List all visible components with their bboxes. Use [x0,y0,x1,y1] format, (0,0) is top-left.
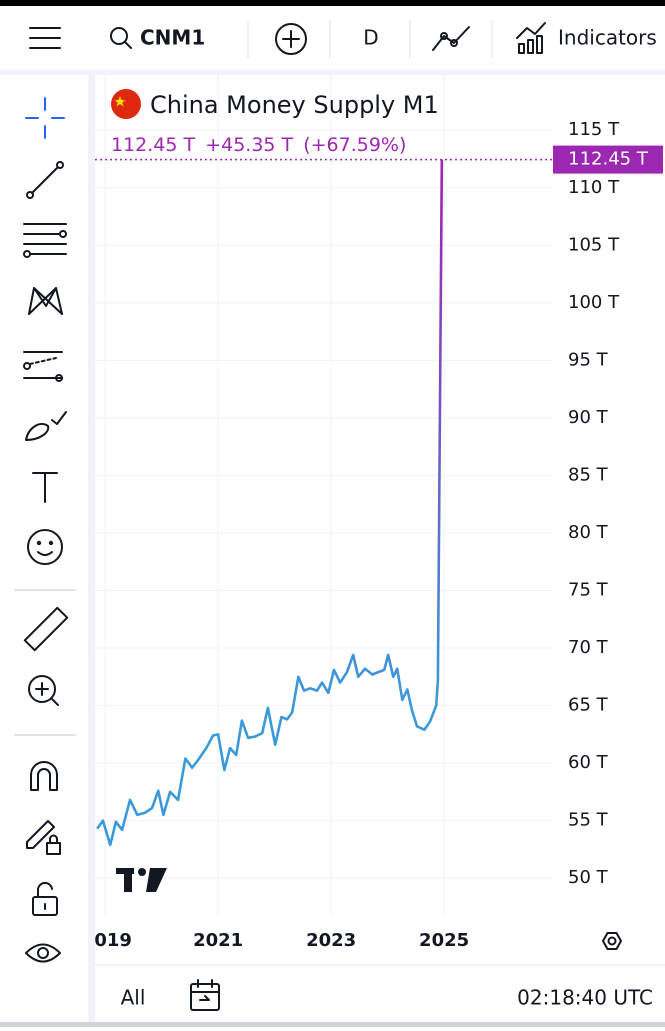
indicators-button[interactable]: Indicators [516,22,657,54]
y-tick-label: 90 T [568,407,609,428]
y-tick-label: 115 T [568,119,620,140]
prediction-tool[interactable] [23,351,63,382]
compare-button[interactable] [275,23,307,55]
last-value: 112.45 T [111,134,196,156]
flag-star [114,96,126,107]
series-line [96,159,444,847]
y-tick-label: 85 T [568,464,609,485]
fib-tool[interactable] [23,223,67,258]
x-tick-label: 2021 [193,930,243,951]
range-button[interactable]: All [121,986,146,1010]
y-tick-label: 55 T [568,810,609,831]
change: +45.35 T [205,134,293,156]
trend-line-tool[interactable] [26,161,64,199]
brush-tool[interactable] [25,411,67,441]
y-tick-label: 95 T [568,349,609,370]
y-tick-label: 60 T [568,752,609,773]
visibility-tool[interactable] [25,943,61,963]
lock-drawings-tool[interactable] [26,820,61,855]
y-tick-label: 65 T [568,695,609,716]
x-tick-label: 2025 [419,930,469,951]
chart-settings-button[interactable] [602,932,622,950]
price-tag-label: 112.45 T [568,149,649,170]
crosshair-tool[interactable] [25,97,65,139]
chart-type-button[interactable] [432,26,470,51]
grid [95,75,552,915]
chart-title: China Money Supply M1 [150,91,439,119]
x-tick-label: 2023 [306,930,356,951]
text-tool[interactable] [32,472,58,503]
pattern-tool[interactable] [28,287,63,315]
ruler-tool[interactable] [23,606,69,652]
legend-values: 112.45 T +45.35 T (+67.59%) [111,134,406,156]
change-percent: (+67.59%) [303,134,406,156]
bottom-edge [0,1022,665,1027]
status-strip [0,0,665,6]
go-to-date-button[interactable] [190,979,220,1011]
clock: 02:18:40 UTC [517,986,653,1010]
interval-button[interactable]: D [363,26,378,50]
menu-button[interactable] [29,27,61,49]
price-tag [553,145,663,174]
zoom-tool[interactable] [28,675,59,706]
y-tick-label: 75 T [568,580,609,601]
y-tick-label: 80 T [568,522,609,543]
symbol: CNM1 [140,26,205,50]
flag [111,89,141,119]
y-tick-label: 50 T [568,867,609,888]
symbol-search[interactable]: CNM1 [110,26,205,50]
magnet-tool[interactable] [30,761,58,791]
indicators-label: Indicators [558,26,657,50]
y-tick-label: 110 T [568,177,620,198]
drawing-toolbar [0,75,88,1027]
emoji-tool[interactable] [27,529,63,565]
chart-panel [95,75,665,965]
series-layer [96,159,444,847]
watermark [116,868,167,892]
y-tick-label: 105 T [568,234,620,255]
x-tick-label: 019 [94,930,132,951]
y-tick-label: 100 T [568,292,620,313]
y-tick-label: 70 T [568,637,609,658]
lock-tool[interactable] [32,881,58,916]
